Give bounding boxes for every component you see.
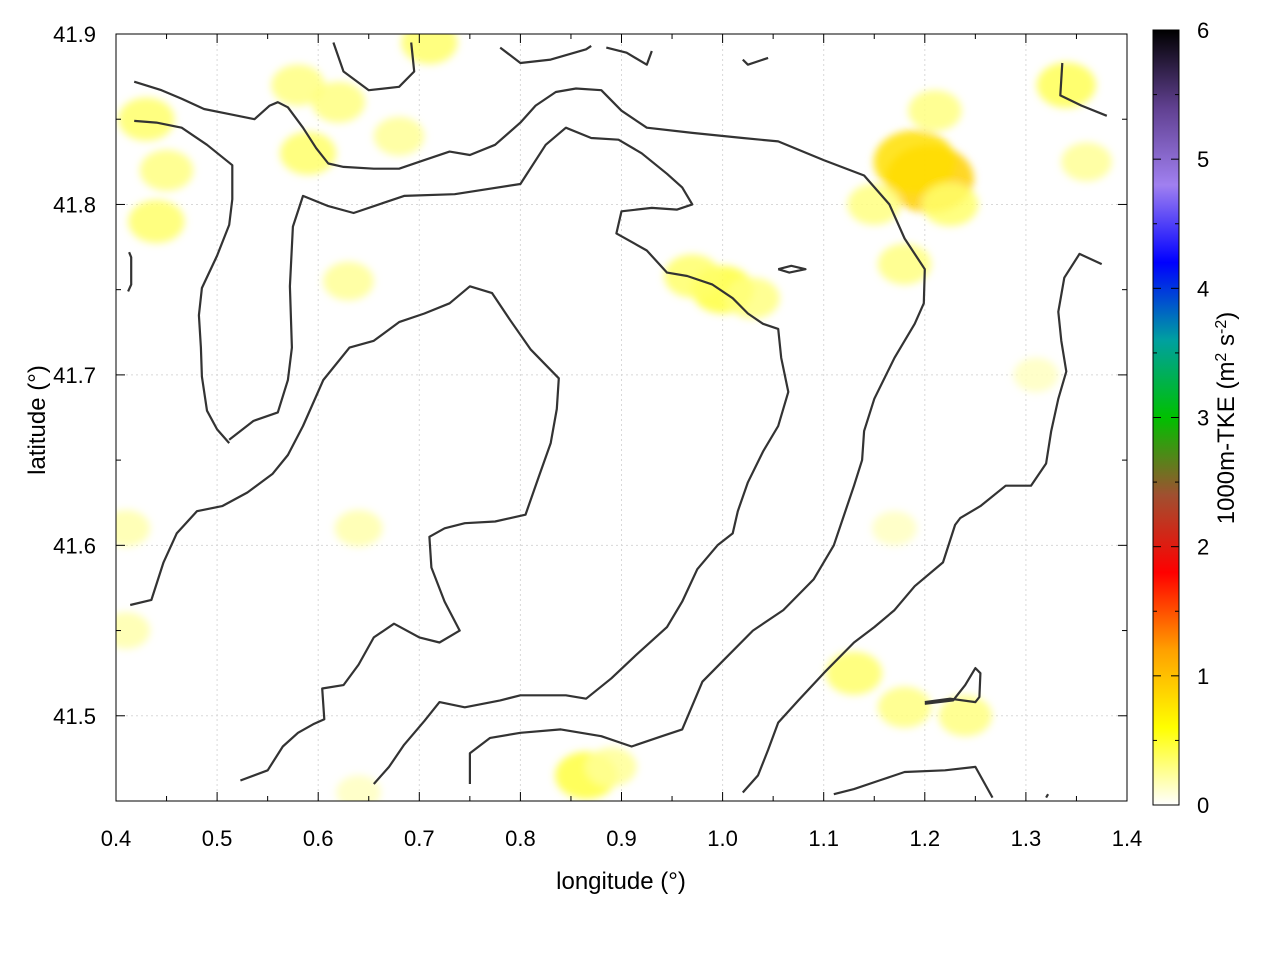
tke-cell — [908, 90, 962, 132]
contour-lines — [127, 42, 1108, 799]
tke-cell — [1061, 142, 1112, 182]
colorbar-tick-label: 6 — [1197, 18, 1209, 43]
tke-cell — [877, 686, 932, 728]
tke-cell — [323, 261, 374, 301]
y-tick-label: 41.5 — [53, 704, 96, 729]
contour-line — [129, 285, 560, 782]
contour-line — [127, 251, 133, 292]
x-axis-title: longitude (°) — [556, 868, 686, 895]
tke-cell — [871, 510, 917, 546]
tke-cell — [311, 81, 366, 123]
tke-cell — [586, 747, 637, 787]
tke-cell — [279, 131, 337, 176]
y-tick-label: 41.9 — [53, 22, 96, 47]
x-tick-label: 0.7 — [404, 826, 435, 851]
contour-line — [1059, 62, 1108, 117]
colorbar-tick-label: 3 — [1197, 406, 1209, 431]
tke-cell — [825, 651, 883, 695]
contour-line — [833, 765, 994, 799]
tke-cell — [271, 64, 325, 106]
contour-line — [742, 56, 769, 66]
tke-cell — [1036, 62, 1096, 108]
y-tick-label: 41.8 — [53, 192, 96, 217]
tke-cell — [373, 116, 425, 156]
x-tick-labels: 0.4 0.5 0.6 0.7 0.8 0.9 1.0 1.1 1.2 1.3 1.4 — [101, 826, 1143, 851]
contour-line — [741, 252, 1103, 794]
tke-cell — [336, 775, 382, 801]
colorbar-tick-label: 0 — [1197, 793, 1209, 818]
x-tick-label: 0.5 — [202, 826, 233, 851]
x-tick-label: 1.4 — [1112, 826, 1143, 851]
tke-cell — [847, 183, 902, 226]
contour-line — [134, 119, 234, 444]
contour-line — [332, 42, 416, 92]
y-tick-label: 41.7 — [53, 363, 96, 388]
contour-line — [499, 44, 592, 65]
tke-cell — [921, 182, 979, 227]
colorbar-tick-label: 5 — [1197, 147, 1209, 172]
colorbar-tick-label: 1 — [1197, 664, 1209, 689]
contour-line — [924, 667, 982, 705]
x-tick-label: 1.1 — [808, 826, 839, 851]
tke-cell — [116, 612, 151, 649]
colorbar-title: 1000m-TKE (m2 s-2) — [1213, 312, 1241, 525]
tke-cell — [116, 509, 151, 547]
x-tick-label: 0.4 — [101, 826, 132, 851]
colorbar-tick-label: 4 — [1197, 276, 1209, 301]
contour-line — [133, 80, 926, 784]
x-tick-label: 1.0 — [707, 826, 738, 851]
tke-cell — [1013, 357, 1059, 393]
contour-line — [228, 126, 790, 785]
tke-cell — [873, 130, 956, 194]
contour-line — [777, 264, 807, 274]
contour-line — [606, 46, 653, 66]
colorbar-ticks: 0 1 2 3 4 5 6 — [1153, 18, 1209, 818]
y-tick-labels: 41.5 41.6 41.7 41.8 41.9 — [53, 22, 96, 729]
tke-cell — [401, 34, 458, 65]
y-axis-title: latitude (°) — [24, 365, 51, 475]
x-tick-label: 0.6 — [303, 826, 334, 851]
colorbar-tick-label: 2 — [1197, 535, 1209, 560]
x-tick-label: 1.2 — [910, 826, 941, 851]
y-tick-label: 41.6 — [53, 533, 96, 558]
tke-cell — [128, 199, 185, 244]
x-tick-label: 0.8 — [505, 826, 536, 851]
tke-cell — [726, 277, 780, 319]
tke-cell — [877, 243, 932, 285]
tke-cell — [334, 509, 383, 547]
axis-ticks — [115, 33, 1128, 802]
colorbar: 0 1 2 3 4 5 6 1000m-TKE (m2 s-2) — [1152, 18, 1241, 818]
contour-line — [1045, 793, 1050, 799]
x-tick-label: 0.9 — [606, 826, 637, 851]
tke-cell — [139, 149, 194, 191]
tke-cell — [938, 695, 993, 737]
tke-cell — [118, 97, 175, 141]
tke-cell — [664, 254, 721, 298]
x-tick-label: 1.3 — [1011, 826, 1042, 851]
tke-heatmap — [116, 34, 1112, 801]
